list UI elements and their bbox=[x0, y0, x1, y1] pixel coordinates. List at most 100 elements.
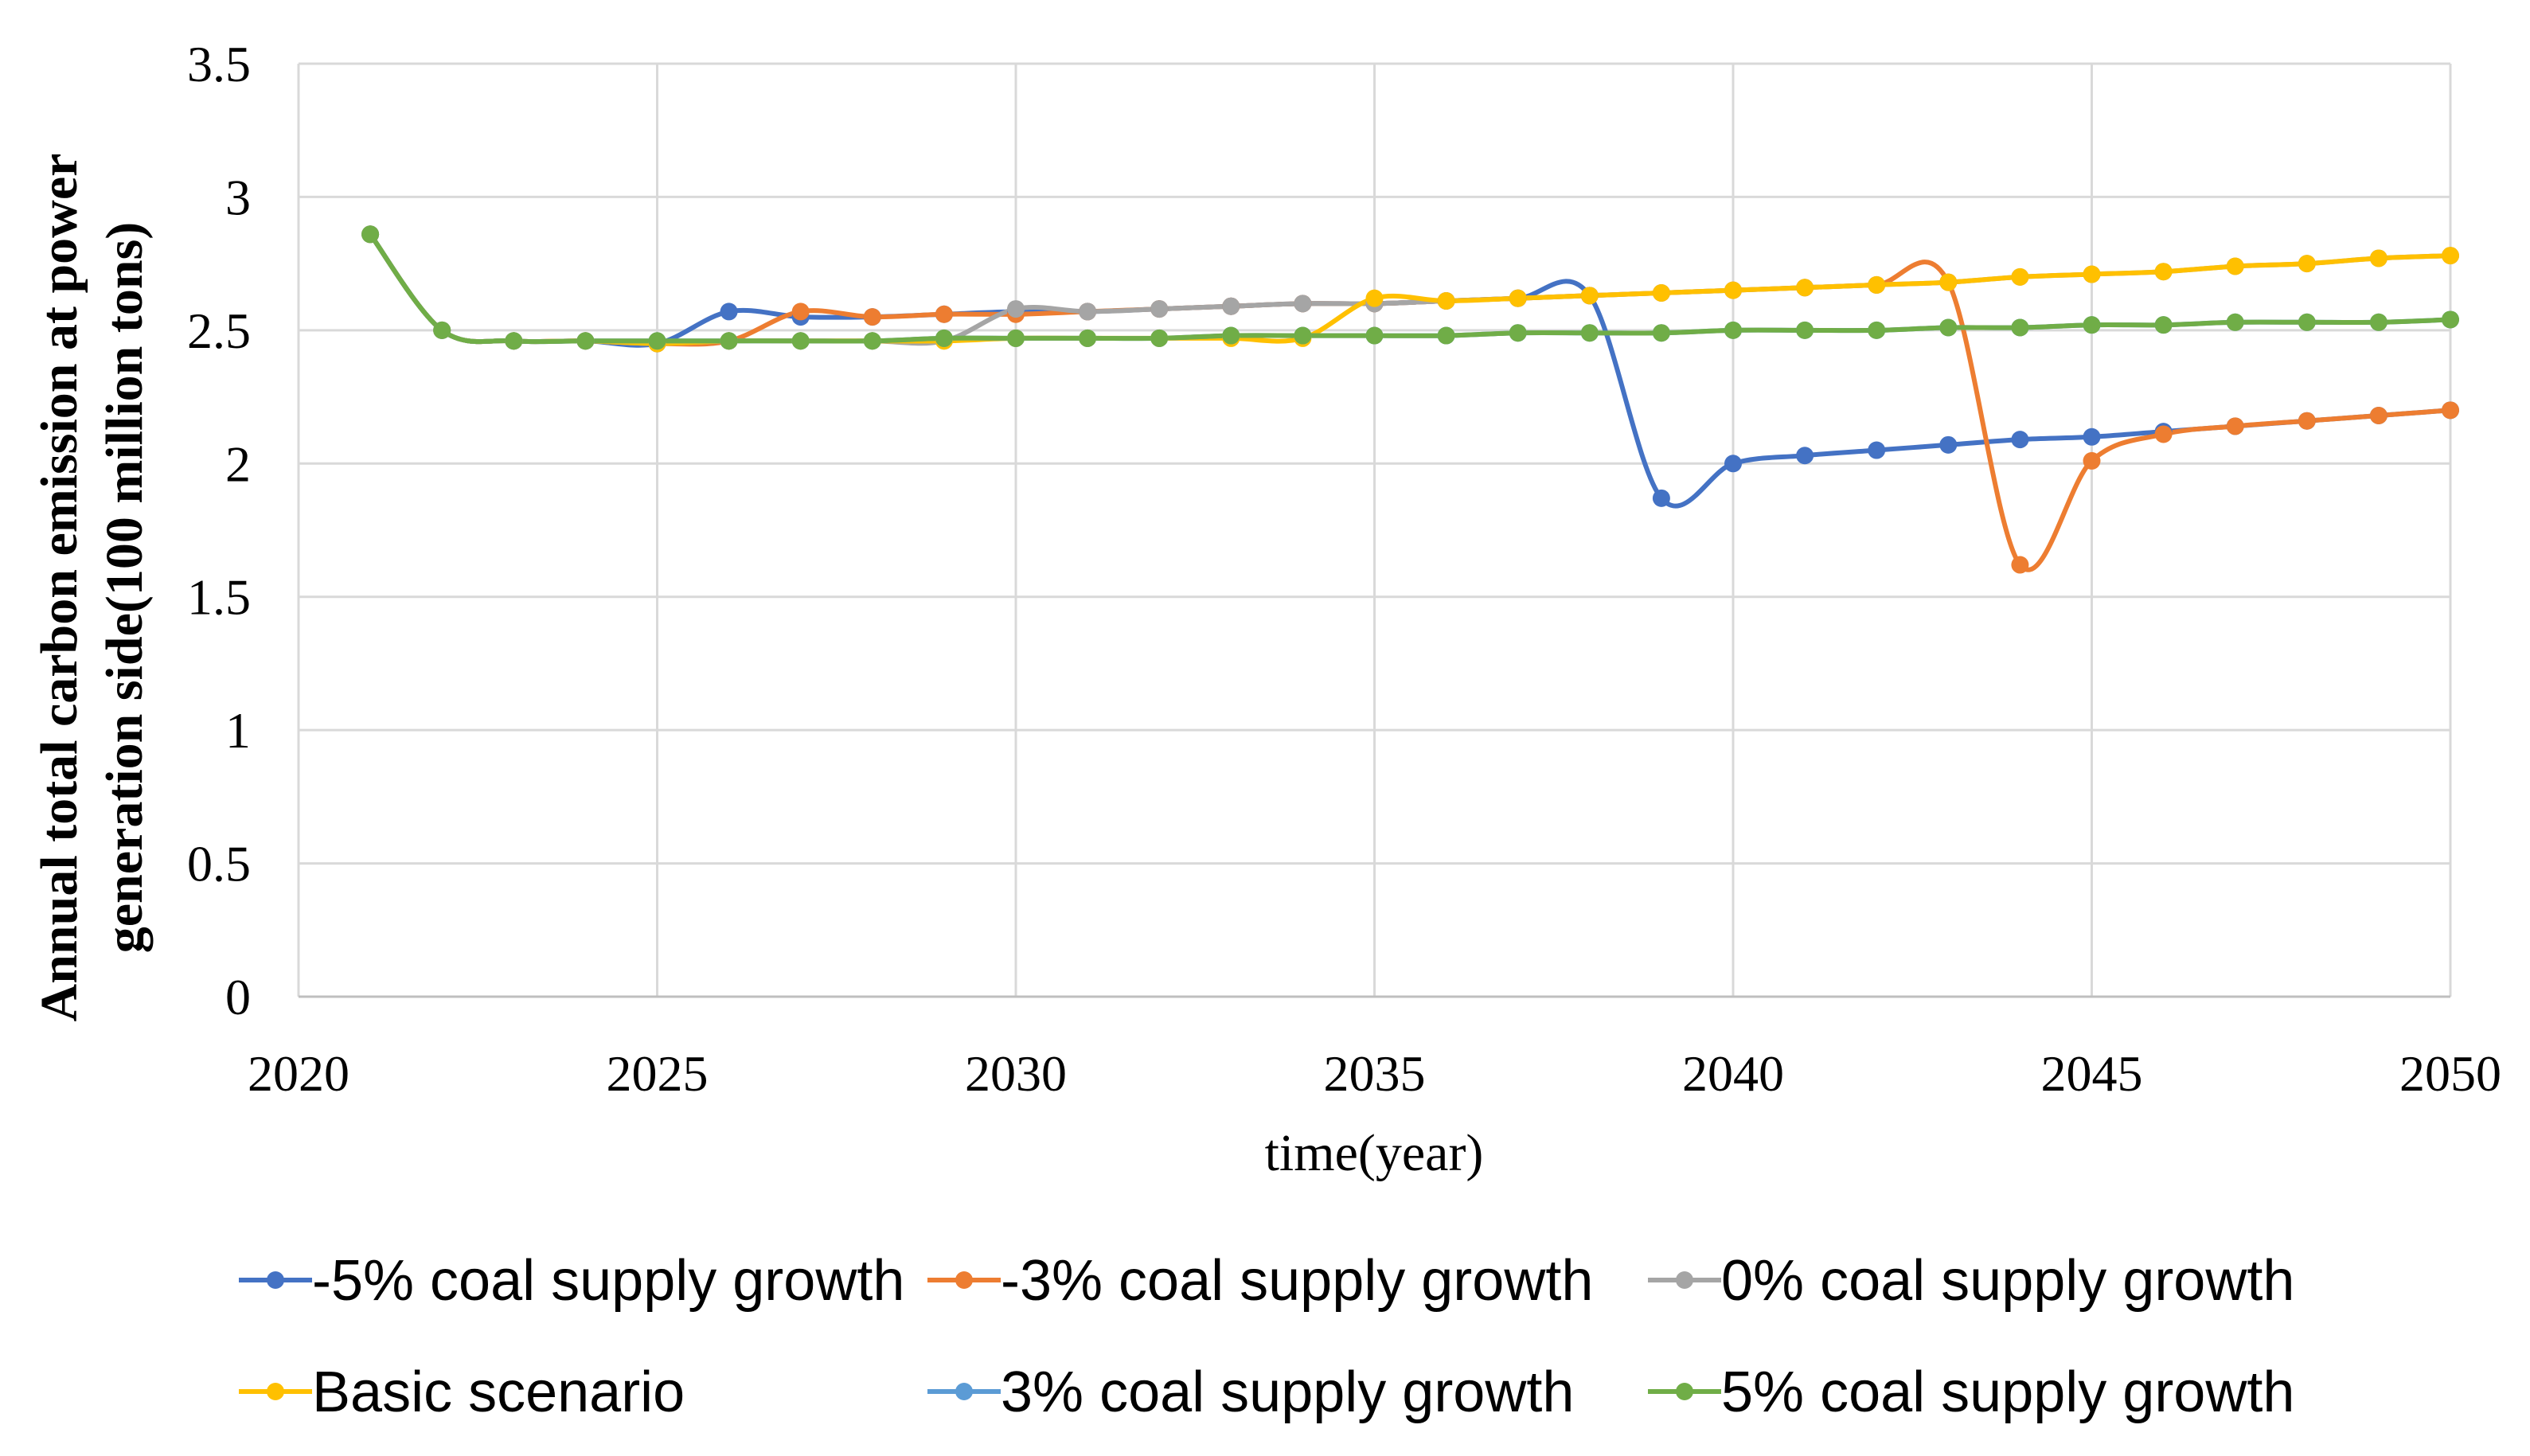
data-point bbox=[1724, 281, 1742, 299]
legend-marker bbox=[1676, 1271, 1693, 1289]
x-tick-label: 2040 bbox=[1682, 1045, 1784, 1102]
data-point bbox=[1437, 326, 1455, 345]
data-point bbox=[1509, 324, 1527, 342]
data-point bbox=[433, 321, 451, 339]
y-axis-title-line-1: Annual total carbon emission at power bbox=[30, 154, 88, 1022]
data-point bbox=[1796, 447, 1814, 465]
data-point bbox=[2154, 316, 2173, 334]
x-tick-label: 2020 bbox=[248, 1045, 349, 1102]
series-line bbox=[368, 232, 2451, 345]
legend-marker bbox=[267, 1383, 284, 1400]
data-point bbox=[2226, 313, 2244, 331]
data-point bbox=[2011, 318, 2029, 337]
y-tick-label: 3 bbox=[225, 169, 251, 225]
y-tick-label: 2.5 bbox=[187, 303, 251, 359]
data-point bbox=[1939, 318, 1958, 337]
data-point bbox=[791, 332, 810, 350]
data-point bbox=[2154, 425, 2173, 443]
data-point bbox=[2442, 401, 2459, 420]
legend-label: 0% coal supply growth bbox=[1721, 1249, 2294, 1313]
y-tick-label: 1 bbox=[225, 702, 251, 759]
data-point bbox=[2369, 249, 2387, 267]
y-tick-label: 3.5 bbox=[187, 36, 251, 92]
legend-marker bbox=[267, 1271, 284, 1289]
data-point bbox=[1509, 289, 1527, 307]
data-point bbox=[1724, 321, 1742, 339]
data-point bbox=[863, 308, 881, 326]
data-point bbox=[505, 332, 523, 350]
data-point bbox=[1079, 329, 1097, 347]
data-point bbox=[1652, 283, 1670, 302]
data-point bbox=[1365, 326, 1384, 345]
data-point bbox=[2298, 313, 2316, 331]
data-point bbox=[361, 225, 380, 244]
x-tick-label: 2035 bbox=[1324, 1045, 1426, 1102]
data-point bbox=[648, 332, 666, 350]
legend-label: -5% coal supply growth bbox=[312, 1249, 904, 1313]
x-tick-label: 2025 bbox=[607, 1045, 709, 1102]
data-point bbox=[791, 303, 810, 321]
data-point bbox=[1868, 321, 1886, 339]
data-point bbox=[1079, 303, 1097, 321]
data-point bbox=[2226, 417, 2244, 435]
data-point bbox=[720, 332, 738, 350]
legend-marker bbox=[955, 1271, 973, 1289]
legend-label: 3% coal supply growth bbox=[1001, 1360, 1574, 1424]
data-point bbox=[2442, 247, 2459, 265]
y-axis-ticks: 0 0.5 1 1.5 2 2.5 3 3.5 bbox=[187, 36, 251, 1025]
data-point bbox=[2011, 556, 2029, 574]
data-point bbox=[2083, 427, 2101, 446]
data-point bbox=[1007, 300, 1025, 318]
data-point bbox=[1150, 300, 1169, 318]
data-point bbox=[2083, 265, 2101, 283]
data-point bbox=[576, 332, 595, 350]
data-point bbox=[1365, 289, 1384, 307]
y-tick-label: 0 bbox=[225, 969, 251, 1025]
series-lines bbox=[368, 232, 2451, 572]
data-point bbox=[2083, 316, 2101, 334]
y-axis-title: Annual total carbon emission at power ge… bbox=[30, 154, 154, 1022]
data-point bbox=[1796, 279, 1814, 297]
data-point bbox=[1724, 455, 1742, 473]
data-point bbox=[1580, 324, 1599, 342]
series-line bbox=[368, 232, 2451, 572]
data-point bbox=[1939, 435, 1958, 454]
data-point bbox=[1007, 329, 1025, 347]
data-point bbox=[2226, 257, 2244, 275]
data-point bbox=[2298, 412, 2316, 430]
legend-label: -3% coal supply growth bbox=[1001, 1249, 1593, 1313]
grid-lines bbox=[297, 62, 2452, 998]
data-point bbox=[1437, 292, 1455, 310]
y-tick-label: 1.5 bbox=[187, 569, 251, 626]
legend-label: 5% coal supply growth bbox=[1721, 1360, 2294, 1424]
data-point bbox=[720, 303, 738, 321]
data-point bbox=[1222, 326, 1240, 345]
data-point bbox=[2369, 313, 2387, 331]
y-axis-title-line-2: generation side(100 million tons) bbox=[96, 222, 154, 954]
data-point bbox=[2369, 407, 2387, 425]
x-axis-title: time(year) bbox=[1265, 1124, 1484, 1182]
y-tick-label: 0.5 bbox=[187, 836, 251, 892]
data-point bbox=[935, 329, 953, 347]
data-point bbox=[1652, 324, 1670, 342]
data-point bbox=[2011, 431, 2029, 449]
data-point bbox=[2298, 255, 2316, 273]
series-markers bbox=[361, 225, 2459, 574]
data-point bbox=[1294, 295, 1312, 313]
data-point bbox=[1222, 297, 1240, 315]
data-point bbox=[1652, 489, 1670, 507]
data-point bbox=[935, 305, 953, 323]
data-point bbox=[1868, 441, 1886, 459]
legend-label: Basic scenario bbox=[312, 1360, 685, 1424]
y-tick-label: 2 bbox=[225, 435, 251, 492]
data-point bbox=[1796, 321, 1814, 339]
x-axis-ticks: 2020 2025 2030 2035 2040 2045 2050 bbox=[248, 1045, 2501, 1102]
data-point bbox=[1939, 273, 1958, 291]
legend: -5% coal supply growth -3% coal supply gr… bbox=[239, 1249, 2294, 1424]
data-point bbox=[1150, 329, 1169, 347]
data-point bbox=[2154, 263, 2173, 281]
legend-marker bbox=[1676, 1383, 1693, 1400]
data-point bbox=[2083, 451, 2101, 470]
data-point bbox=[863, 332, 881, 350]
